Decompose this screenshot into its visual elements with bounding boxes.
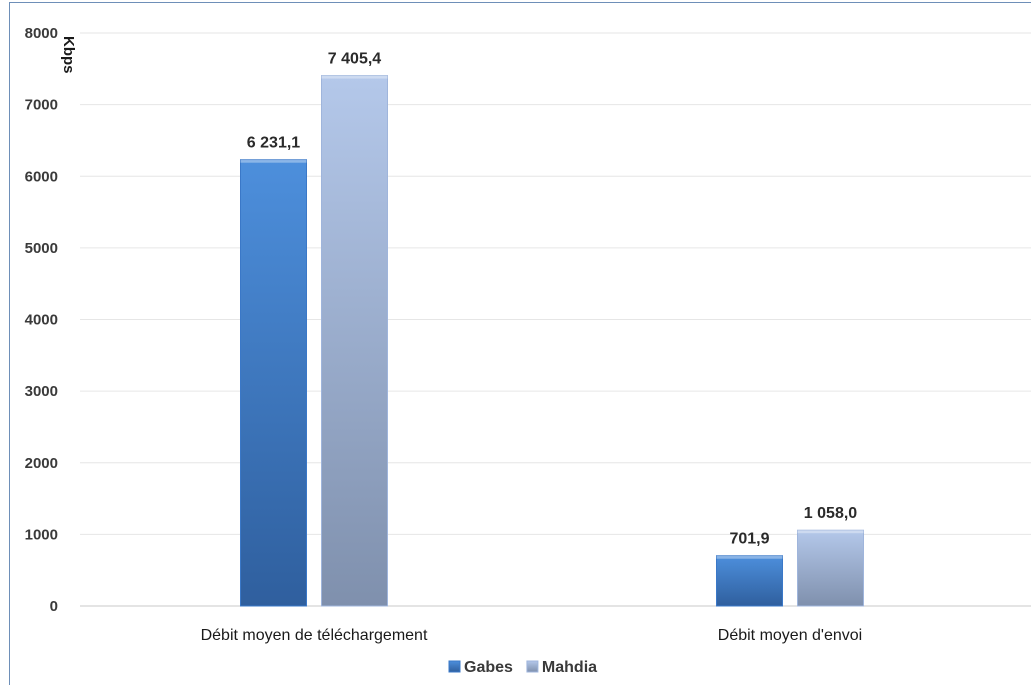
category-label: Débit moyen de téléchargement xyxy=(201,627,428,644)
bar-mahdia xyxy=(321,75,388,607)
y-tick-label: 2000 xyxy=(25,455,58,472)
bar-mahdia xyxy=(797,529,864,607)
bar-highlight xyxy=(797,530,864,534)
chart-frame xyxy=(9,2,1031,685)
y-tick-label: 1000 xyxy=(25,526,58,543)
legend-label-gabes: Gabes xyxy=(464,659,513,676)
y-tick-label: 7000 xyxy=(25,97,58,114)
data-label: 7 405,4 xyxy=(328,51,381,68)
legend-label-mahdia: Mahdia xyxy=(542,659,597,676)
category-label: Débit moyen d'envoi xyxy=(718,627,862,644)
y-tick-label: 8000 xyxy=(25,25,58,42)
y-axis: 0 1000 2000 3000 4000 5000 6000 7000 8000 xyxy=(25,25,58,615)
bar-highlight xyxy=(321,75,388,79)
category-labels: Débit moyen de téléchargement Débit moyen… xyxy=(201,627,863,644)
bar-highlight xyxy=(240,159,307,163)
y-tick-label: 5000 xyxy=(25,240,58,257)
legend-swatch-mahdia xyxy=(526,660,539,673)
gridlines xyxy=(80,32,1031,607)
data-label: 1 058,0 xyxy=(804,505,857,522)
data-label: 6 231,1 xyxy=(247,135,300,152)
y-tick-label: 6000 xyxy=(25,168,58,185)
bar-gabes xyxy=(716,555,783,607)
legend: Gabes Mahdia xyxy=(448,659,597,676)
y-axis-unit-label: Kbps xyxy=(60,36,77,74)
bar-gabes xyxy=(240,159,307,607)
y-tick-label: 4000 xyxy=(25,312,58,329)
data-label: 701,9 xyxy=(729,531,769,548)
bars: 6 231,1 7 405,4 701,9 1 058,0 xyxy=(240,51,864,607)
legend-swatch-gabes xyxy=(448,660,461,673)
bar-highlight xyxy=(716,555,783,559)
y-tick-label: 3000 xyxy=(25,383,58,400)
y-tick-label: 0 xyxy=(50,598,58,615)
